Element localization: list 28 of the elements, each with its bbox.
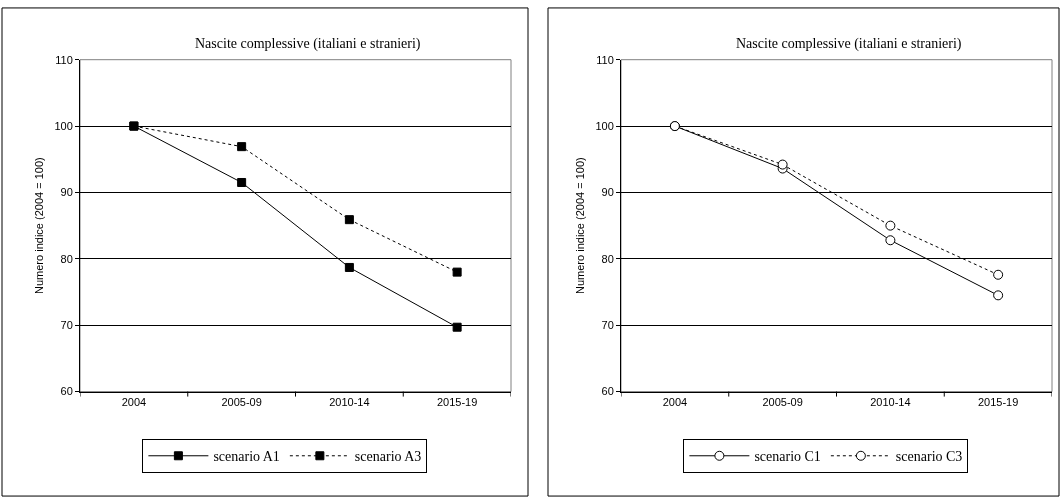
chart-title: Nascite complessive (italiani e stranieri) [195, 36, 421, 52]
x-tick-label: 2010-14 [870, 395, 911, 408]
y-tick-label: 90 [601, 186, 614, 199]
y-tick-label: 80 [601, 252, 614, 265]
x-tick-label: 2015-19 [436, 395, 478, 408]
y-tick-label: 90 [60, 186, 73, 199]
y-tick-label: 60 [601, 385, 614, 398]
y-tick-label: 110 [55, 53, 73, 66]
x-tick-label: 2010-14 [329, 395, 370, 408]
x-tick-label: 2015-19 [977, 395, 1019, 408]
y-tick-label: 110 [596, 53, 614, 66]
chart-title: Nascite complessive (italiani e stranieri) [736, 36, 962, 52]
y-tick-label: 70 [601, 319, 614, 332]
y-axis-title: Numero indice (2004 = 100) [33, 157, 46, 294]
y-tick-label: 100 [595, 119, 614, 132]
legend-label: scenario A1 [213, 449, 280, 465]
legend-label: scenario A3 [354, 449, 422, 465]
y-tick-label: 100 [54, 119, 73, 132]
legend-label: scenario C3 [895, 449, 963, 465]
y-tick-label: 80 [60, 252, 73, 265]
y-tick-label: 60 [60, 385, 73, 398]
x-tick-label: 2005-09 [221, 395, 262, 408]
y-tick-label: 70 [60, 319, 73, 332]
x-tick-label: 2005-09 [762, 395, 803, 408]
x-tick-label: 2004 [662, 395, 688, 408]
y-axis-title: Numero indice (2004 = 100) [574, 157, 587, 294]
x-tick-label: 2004 [121, 395, 147, 408]
legend-label: scenario C1 [754, 449, 821, 465]
